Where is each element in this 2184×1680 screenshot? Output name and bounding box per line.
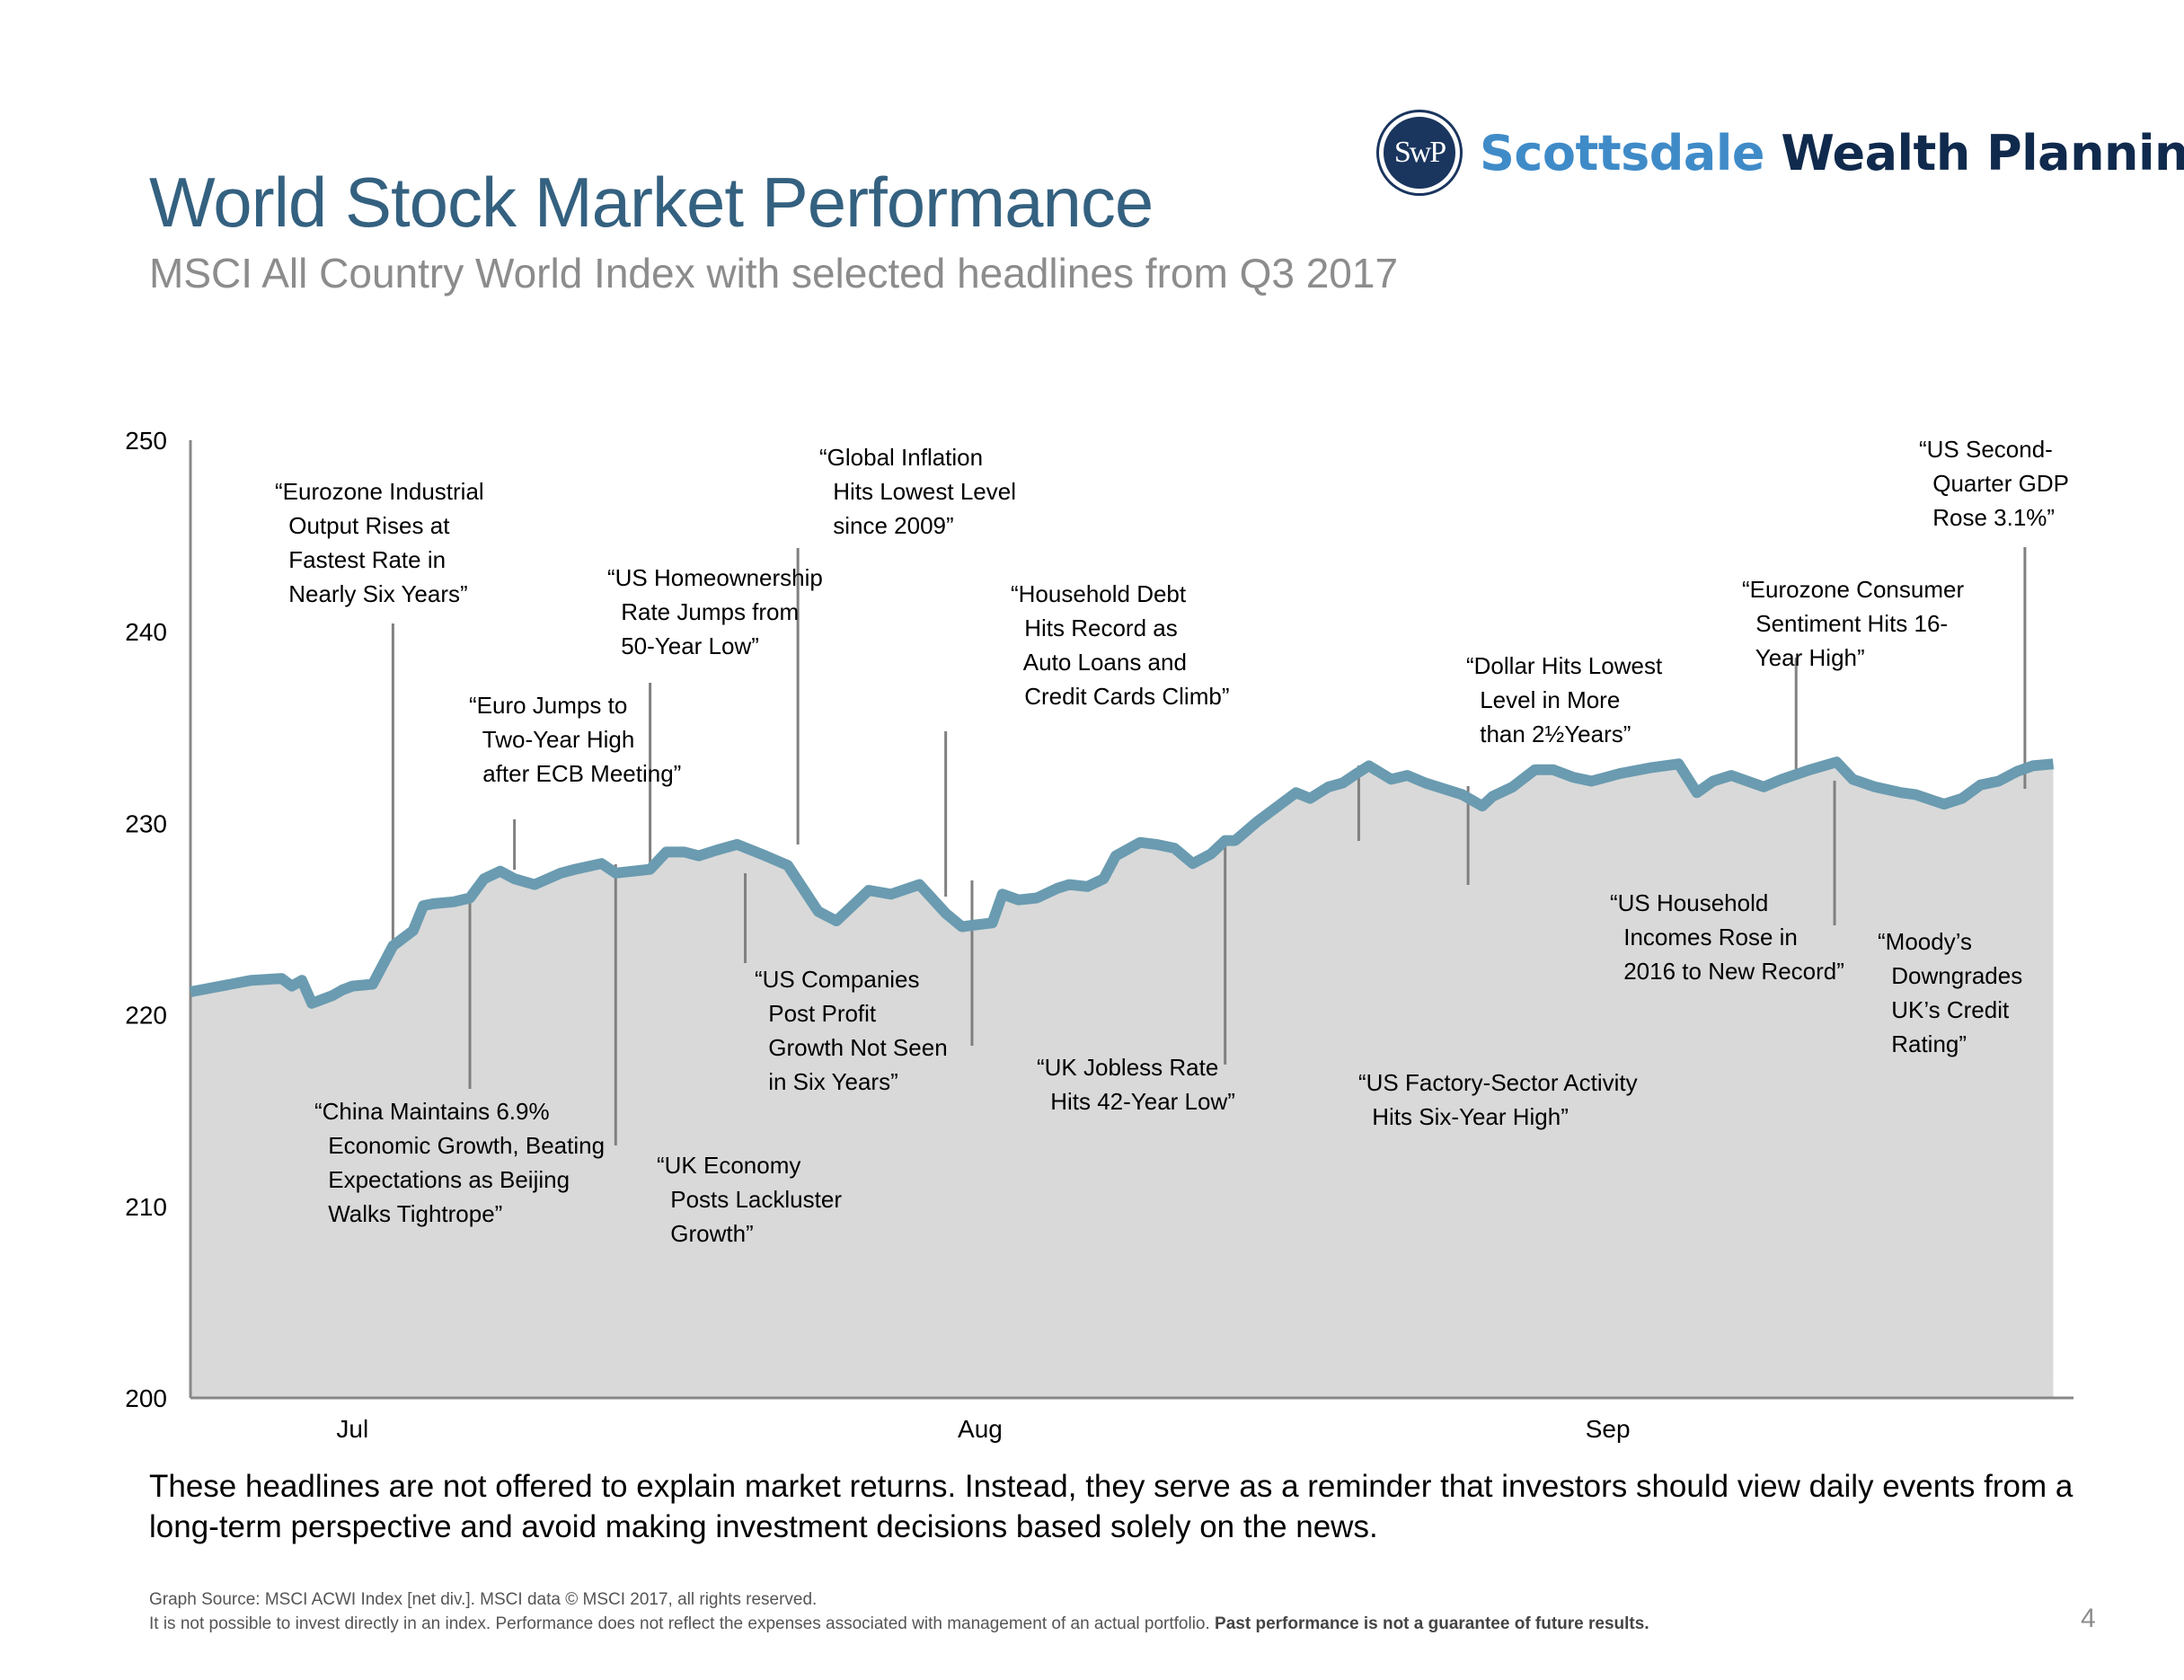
headline-line: 2016 to New Record” <box>1617 958 1844 985</box>
headline-line: Credit Cards Climb” <box>1018 683 1230 710</box>
headline-line: Sentiment Hits 16- <box>1749 610 1948 637</box>
headline-line: Year High” <box>1749 644 1865 671</box>
headline-annotation: “US Factory-Sector Activity Hits Six-Yea… <box>1358 1069 1638 1130</box>
page-title: World Stock Market Performance <box>149 163 1154 242</box>
headline-line: “UK Jobless Rate <box>1037 1054 1218 1081</box>
headline-annotation: “Dollar Hits Lowest Level in More than 2… <box>1466 652 1663 747</box>
headline-line: “Euro Jumps to <box>469 692 627 719</box>
headline-line: in Six Years” <box>762 1068 898 1095</box>
headline-line: Rose 3.1%” <box>1926 504 2055 531</box>
headline-line: Downgrades <box>1885 962 2022 989</box>
logo-seal-icon: SwP <box>1379 112 1460 193</box>
axes <box>189 440 2073 1400</box>
disclaimer-note: These headlines are not offered to expla… <box>149 1469 2073 1544</box>
logo-name-part1: Scottsdale <box>1480 124 1765 181</box>
headline-line: Fastest Rate in <box>282 546 446 573</box>
headline-line: Quarter GDP <box>1926 470 2069 497</box>
headline-annotation: “Eurozone Industrial Output Rises at Fas… <box>275 478 484 607</box>
logo-seal-text: SwP <box>1393 136 1446 169</box>
headline-line: “Global Inflation <box>819 444 983 471</box>
line-layer <box>189 756 2055 1009</box>
x-tick-label: Jul <box>336 1415 368 1443</box>
headline-line: Expectations as Beijing <box>322 1166 570 1193</box>
logo-wordmark: Scottsdale Wealth Planning <box>1480 125 2184 181</box>
headline-line: UK’s Credit <box>1885 996 2010 1023</box>
headline-line: after ECB Meeting” <box>476 760 681 787</box>
x-tick-label: Aug <box>958 1415 1003 1443</box>
headline-line: Post Profit <box>762 1000 877 1027</box>
headline-line: “US Household <box>1610 889 1768 916</box>
headline-annotation: “Moody’s Downgrades UK’s Credit Rating” <box>1878 928 2022 1057</box>
y-tick-label: 200 <box>125 1384 167 1412</box>
headline-annotation: “Household Debt Hits Record as Auto Loan… <box>1011 580 1230 710</box>
headline-annotation: “China Maintains 6.9% Economic Growth, B… <box>314 1098 605 1227</box>
page-number: 4 <box>2081 1604 2096 1633</box>
annotation-leaders <box>391 547 2027 1145</box>
y-tick-label: 250 <box>125 427 167 455</box>
y-tick-label: 240 <box>125 618 167 646</box>
logo-name-part2: Wealth Planning <box>1781 124 2184 181</box>
headline-line: “China Maintains 6.9% <box>314 1098 550 1125</box>
headline-line: Growth” <box>664 1220 754 1247</box>
headline-line: Hits Lowest Level <box>827 478 1016 505</box>
graph-source: Graph Source: MSCI ACWI Index [net div.]… <box>149 1590 818 1609</box>
company-logo: SwP Scottsdale Wealth Planning <box>1379 112 2184 193</box>
annotation-texts: “Eurozone Industrial Output Rises at Fas… <box>275 436 2069 1247</box>
headline-line: Nearly Six Years” <box>282 580 468 607</box>
headline-line: Incomes Rose in <box>1617 924 1798 951</box>
index-chart: 200 210 220 230 240 250 Jul Aug Sep “Eurozone In… <box>125 427 2073 1443</box>
headline-line: “Household Debt <box>1011 580 1187 607</box>
performance-disclaimer: It is not possible to invest directly in… <box>149 1612 1649 1636</box>
headline-line: than 2½Years” <box>1473 721 1631 747</box>
headline-annotation: “US Companies Post Profit Growth Not See… <box>755 966 948 1095</box>
disclaimer-text: It is not possible to invest directly in… <box>149 1614 1210 1633</box>
y-tick-label: 210 <box>125 1193 167 1221</box>
headline-line: Growth Not Seen <box>762 1034 948 1061</box>
page-subtitle: MSCI All Country World Index with select… <box>149 250 1399 296</box>
headline-line: “US Companies <box>755 966 920 993</box>
headline-line: Two-Year High <box>476 726 634 753</box>
headline-annotation: “US Household Incomes Rose in 2016 to Ne… <box>1610 889 1844 985</box>
headline-line: “US Homeownership <box>607 564 823 591</box>
headline-annotation: “Eurozone Consumer Sentiment Hits 16- Ye… <box>1742 576 1964 671</box>
disclaimer-bold: Past performance is not a guarantee of f… <box>1215 1614 1649 1633</box>
tick-labels: 200 210 220 230 240 250 Jul Aug Sep <box>125 427 1630 1443</box>
headline-annotation: “US Homeownership Rate Jumps from 50-Yea… <box>607 564 823 659</box>
y-tick-label: 220 <box>125 1002 167 1030</box>
headline-line: “Moody’s <box>1878 928 1972 955</box>
headline-line: Auto Loans and <box>1018 649 1187 676</box>
headline-line: Economic Growth, Beating <box>322 1132 605 1159</box>
headline-line: Hits 42-Year Low” <box>1044 1088 1235 1115</box>
headline-line: “Dollar Hits Lowest <box>1466 652 1663 679</box>
y-tick-label: 230 <box>125 809 167 837</box>
headline-annotation: “US Second- Quarter GDP Rose 3.1%” <box>1919 436 2069 531</box>
headline-line: Rate Jumps from <box>615 598 799 625</box>
headline-annotation: “Euro Jumps to Two-Year High after ECB M… <box>469 692 681 787</box>
headline-line: Walks Tightrope” <box>322 1200 502 1227</box>
headline-line: Posts Lackluster <box>664 1186 842 1213</box>
headline-line: since 2009” <box>827 512 954 539</box>
headline-annotation: “Global Inflation Hits Lowest Level sinc… <box>819 444 1016 539</box>
headline-line: Hits Six-Year High” <box>1366 1103 1569 1130</box>
headline-line: “UK Economy <box>657 1152 800 1179</box>
headline-line: Rating” <box>1885 1030 1967 1057</box>
headline-line: Output Rises at <box>282 512 450 539</box>
headline-annotation: “UK Jobless Rate Hits 42-Year Low” <box>1037 1054 1235 1115</box>
area-layer <box>190 762 2054 1398</box>
headline-line: “Eurozone Consumer <box>1742 576 1964 603</box>
headline-line: Hits Record as <box>1018 615 1178 641</box>
headline-line: “Eurozone Industrial <box>275 478 484 505</box>
headline-line: “US Factory-Sector Activity <box>1358 1069 1638 1096</box>
area-fill <box>190 762 2054 1398</box>
headline-annotation: “UK Economy Posts Lackluster Growth” <box>657 1152 842 1247</box>
headline-line: Level in More <box>1473 686 1620 713</box>
x-tick-label: Sep <box>1586 1415 1631 1443</box>
headline-line: “US Second- <box>1919 436 2053 463</box>
index-line <box>189 756 2055 1009</box>
headline-line: 50-Year Low” <box>615 632 759 659</box>
source-footer: Graph Source: MSCI ACWI Index [net div.]… <box>149 1587 1649 1636</box>
